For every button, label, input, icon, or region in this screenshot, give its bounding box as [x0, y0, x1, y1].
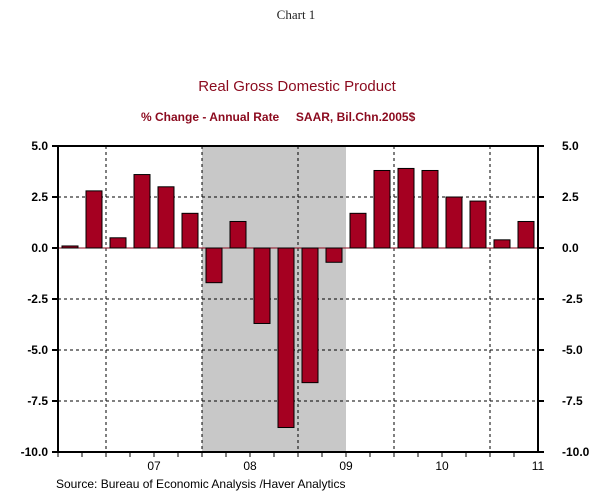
bar-2010Q3: [445, 196, 463, 249]
bar-2009Q4: [373, 169, 391, 249]
bar-2008Q3: [253, 247, 271, 324]
ytick-label-left: -2.5: [27, 292, 48, 306]
bar-2011Q2: [517, 220, 535, 249]
bar-2006Q3: [61, 245, 79, 249]
ytick-label-left: -7.5: [27, 394, 48, 408]
ytick-label-right: -2.5: [562, 292, 583, 306]
bar-2010Q4: [469, 200, 487, 249]
bar-2007Q2: [133, 174, 151, 249]
ytick-label-left: 0.0: [31, 241, 48, 255]
chart-number: Chart 1: [276, 7, 316, 22]
bar-2007Q4: [181, 212, 199, 249]
ytick-label-left: 5.0: [31, 139, 48, 153]
xtick-label: 09: [339, 459, 353, 473]
plot-frame: [57, 145, 539, 453]
xtick-label: 08: [243, 459, 257, 473]
bar-2010Q2: [421, 169, 439, 249]
xtick-label: 10: [435, 459, 449, 473]
bar-2008Q2: [229, 220, 247, 249]
bar-2007Q1: [109, 237, 127, 249]
bar-2010Q1: [397, 167, 415, 249]
xtick-label: 11: [532, 459, 545, 473]
ytick-label-right: 2.5: [562, 190, 579, 204]
bar-2007Q3: [157, 186, 175, 249]
bar-2011Q1: [493, 239, 511, 249]
chart-subtitle: % Change - Annual Rate SAAR, Bil.Chn.200…: [141, 110, 416, 124]
bar-2009Q2: [325, 247, 343, 263]
ytick-label-right: 5.0: [562, 139, 579, 153]
ytick-label-left: 2.5: [31, 190, 48, 204]
ytick-label-right: 0.0: [562, 241, 579, 255]
ytick-label-right: -7.5: [562, 394, 583, 408]
bar-2006Q4: [85, 190, 103, 249]
bar-2008Q4: [277, 247, 295, 429]
ytick-label-right: -10.0: [562, 445, 590, 459]
ytick-label-right: -5.0: [562, 343, 583, 357]
ytick-label-left: -5.0: [27, 343, 48, 357]
bar-2009Q1: [301, 247, 319, 384]
chart-title: Real Gross Domestic Product: [198, 78, 396, 95]
bar-2008Q1: [205, 247, 223, 284]
xtick-label: 07: [147, 459, 161, 473]
source-note: Source: Bureau of Economic Analysis /Hav…: [56, 477, 346, 491]
ytick-label-left: -10.0: [21, 445, 49, 459]
bar-2009Q3: [349, 212, 367, 249]
